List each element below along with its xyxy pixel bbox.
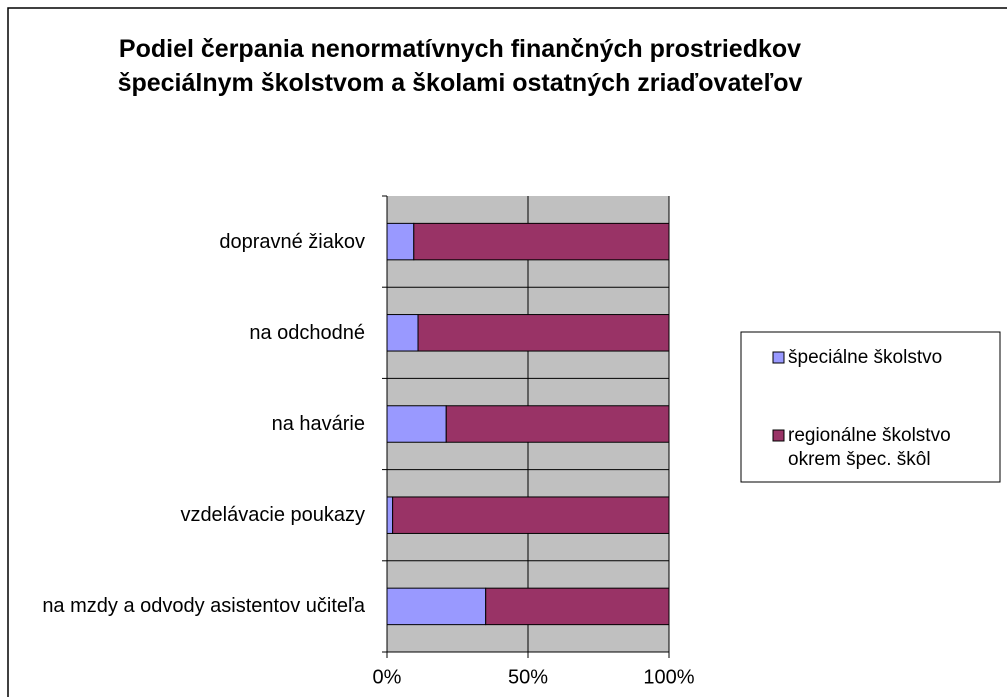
bar bbox=[386, 405, 447, 443]
bar bbox=[386, 496, 394, 534]
y-tick-label: na odchodné bbox=[249, 321, 365, 344]
y-tick-label: na havárie bbox=[271, 413, 365, 435]
bar bbox=[417, 314, 670, 352]
legend-swatch bbox=[772, 351, 785, 364]
legend-swatch bbox=[772, 429, 785, 442]
y-tick-label: na mzdy a odvody asistentov učiteľa bbox=[42, 595, 365, 618]
legend-label: špeciálne školstvo bbox=[788, 347, 943, 368]
x-tick-label: 50% bbox=[508, 666, 548, 688]
chart-title: Podiel čerpania nenormatívnych finančnýc… bbox=[117, 35, 803, 97]
chart-border bbox=[7, 7, 1007, 697]
bar bbox=[386, 587, 487, 626]
y-tick-label: dopravné žiakov bbox=[219, 230, 365, 253]
x-tick-label: 100% bbox=[643, 666, 694, 688]
bar bbox=[386, 314, 419, 352]
y-tick-label: vzdelávacie poukazy bbox=[180, 504, 365, 527]
bar bbox=[392, 496, 670, 534]
bar bbox=[445, 405, 670, 443]
bar bbox=[413, 222, 670, 261]
bar bbox=[386, 222, 415, 261]
bar bbox=[485, 587, 670, 626]
legend-label: regionálne školstvo okrem špec. škôl bbox=[788, 425, 951, 470]
x-tick-label: 0% bbox=[373, 666, 402, 688]
